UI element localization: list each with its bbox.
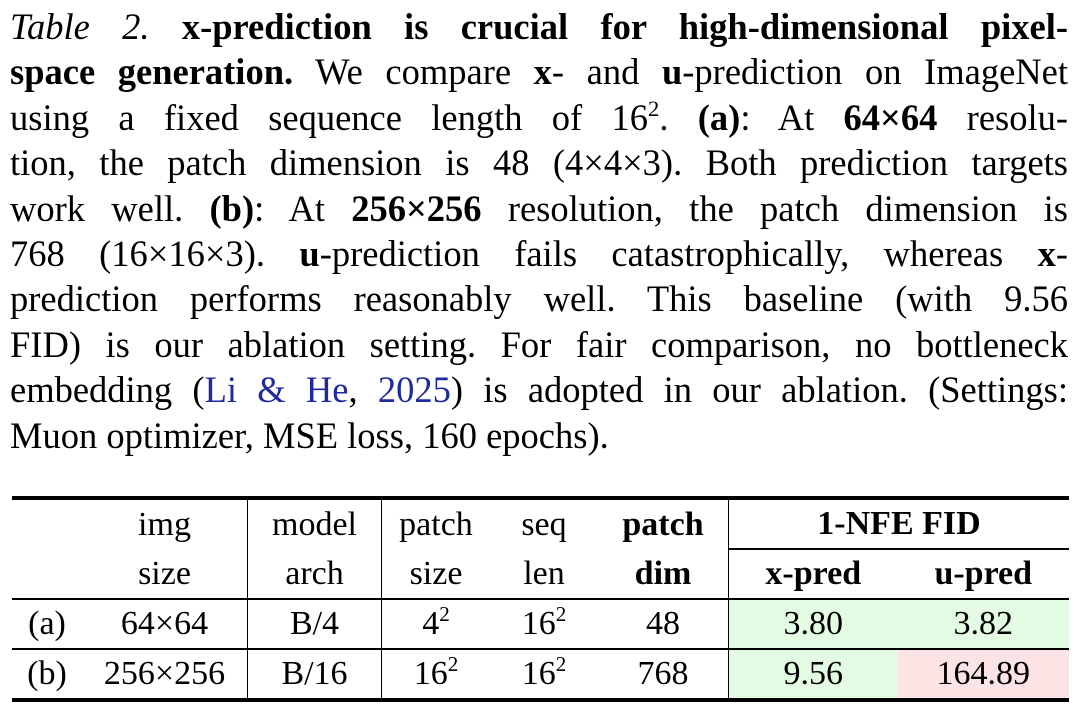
- x-pred-fid: 9.56: [728, 648, 898, 702]
- caption-text: 2: [648, 95, 660, 121]
- caption-line: tion, the patch dimension is 48 (4×4×3).…: [10, 140, 1068, 185]
- header-row-2: size arch size len dim x-pred u-pred: [12, 549, 1069, 599]
- patch-size-base: 4: [422, 605, 440, 642]
- model-arch: B/16: [247, 648, 382, 702]
- caption-text: x: [181, 6, 201, 47]
- header-img-2: size: [138, 554, 191, 592]
- caption-text: work well.: [10, 187, 210, 229]
- caption-line: Muon optimizer, MSE loss, 160 epochs).: [10, 413, 1068, 458]
- caption-text: Table 2.: [10, 6, 150, 47]
- caption-text: .: [659, 96, 698, 138]
- header-patch-size: patch: [381, 496, 490, 549]
- caption-text: space generation.: [10, 51, 294, 93]
- header-fid-group: 1-NFE FID: [728, 496, 1069, 550]
- caption-text: using a fixed sequence length of 16: [10, 96, 648, 138]
- seq-len: 162: [490, 648, 598, 702]
- caption-text: resolution, the patch dimension is: [481, 187, 1068, 229]
- header-u-pred: u-pred: [934, 555, 1033, 592]
- caption-line: using a fixed sequence length of 162. (a…: [10, 95, 1068, 140]
- seq-len-base: 16: [521, 605, 556, 642]
- row-label: (b): [12, 648, 82, 702]
- caption-text: x: [1037, 233, 1056, 275]
- caption-text: Muon optimizer, MSE loss, 160 epochs).: [10, 414, 609, 456]
- caption-text: (b): [209, 187, 255, 229]
- caption-text: : At: [254, 187, 352, 229]
- header-row-1: img model patch seq patch 1-NFE FID: [12, 496, 1069, 550]
- img-size: 64×64: [82, 598, 248, 649]
- patch-dim: 48: [598, 598, 729, 649]
- caption-text: - and: [551, 51, 662, 93]
- header-model-2: arch: [247, 549, 382, 599]
- header-img: img: [82, 496, 248, 549]
- caption-text: u: [661, 51, 683, 93]
- caption-text: 64×64: [843, 96, 938, 138]
- patch-size-base: 16: [413, 655, 448, 692]
- seq-len-exp: 2: [555, 601, 567, 626]
- caption-text: prediction performs reasonably well. Thi…: [10, 278, 1068, 320]
- row-label: (a): [12, 598, 82, 649]
- seq-len-base: 16: [521, 655, 556, 692]
- header-patch-size-2: size: [381, 549, 490, 599]
- caption-text: [149, 6, 181, 47]
- caption-text: -prediction is crucial for high-dimensio…: [200, 6, 1069, 47]
- results-table: img model patch seq patch 1-NFE FID size…: [12, 496, 1069, 702]
- header-seq-len: seq: [490, 496, 598, 549]
- caption-text: -: [1055, 233, 1068, 275]
- caption-text: FID) is our ablation setting. For fair c…: [10, 323, 1068, 365]
- caption-line: work well. (b): At 256×256 resolution, t…: [10, 186, 1068, 231]
- u-pred-fid: 3.82: [897, 598, 1069, 649]
- caption-text: 256×256: [351, 187, 482, 229]
- img-size: 256×256: [82, 648, 248, 702]
- patch-size-exp: 2: [439, 601, 450, 626]
- caption-line: 768 (16×16×3). u-prediction fails catast…: [10, 231, 1068, 276]
- caption-text: tion, the patch dimension is 48 (4×4×3).…: [10, 142, 1068, 184]
- caption-text: We compare: [293, 51, 534, 93]
- header-patch-dim-2: dim: [634, 554, 692, 592]
- x-pred-fid: 3.80: [728, 598, 898, 649]
- header-seq-len-2: len: [523, 554, 565, 592]
- table-row-a: (a) 64×64 B/4 42 162 48 3.80 3.82: [12, 598, 1069, 649]
- caption-line: Table 2. x-prediction is crucial for hig…: [10, 4, 1068, 49]
- caption-text: -prediction on ImageNet: [682, 51, 1069, 93]
- caption-line: embedding (Li & He, 2025) is adopted in …: [10, 367, 1068, 412]
- caption-line: space generation. We compare x- and u-pr…: [10, 49, 1068, 94]
- header-model: model: [247, 496, 382, 549]
- u-pred-fid: 164.89: [897, 648, 1069, 702]
- patch-size: 42: [381, 598, 490, 649]
- citation-link[interactable]: 2025: [377, 369, 451, 411]
- caption-text: : At: [740, 96, 844, 138]
- caption-text: ) is adopted in our ablation. (Settings:: [450, 369, 1069, 411]
- patch-size-exp: 2: [447, 651, 459, 676]
- caption-text: embedding (: [10, 369, 205, 411]
- caption-text: 768 (16×16×3).: [10, 233, 300, 275]
- caption-line: prediction performs reasonably well. Thi…: [10, 276, 1068, 321]
- caption-text: resolu-: [937, 96, 1069, 138]
- caption-text: -prediction fails catastrophically, wher…: [319, 233, 1038, 275]
- header-patch-dim: patch: [598, 496, 729, 549]
- model-arch: B/4: [247, 598, 382, 649]
- header-x-pred: x-pred: [728, 549, 898, 599]
- caption-line: FID) is our ablation setting. For fair c…: [10, 322, 1068, 367]
- seq-len: 162: [490, 598, 598, 649]
- citation-link[interactable]: Li & He: [204, 369, 349, 411]
- table-row-b: (b) 256×256 B/16 162 162 768 9.56 164.89: [12, 648, 1069, 702]
- caption-text: x: [533, 51, 552, 93]
- caption-text: ,: [348, 369, 378, 411]
- patch-dim: 768: [598, 648, 729, 702]
- caption-text: (a): [697, 96, 741, 138]
- table-caption: Table 2. x-prediction is crucial for hig…: [10, 4, 1068, 458]
- patch-size: 162: [381, 648, 490, 702]
- seq-len-exp: 2: [555, 651, 567, 676]
- caption-text: u: [299, 233, 320, 275]
